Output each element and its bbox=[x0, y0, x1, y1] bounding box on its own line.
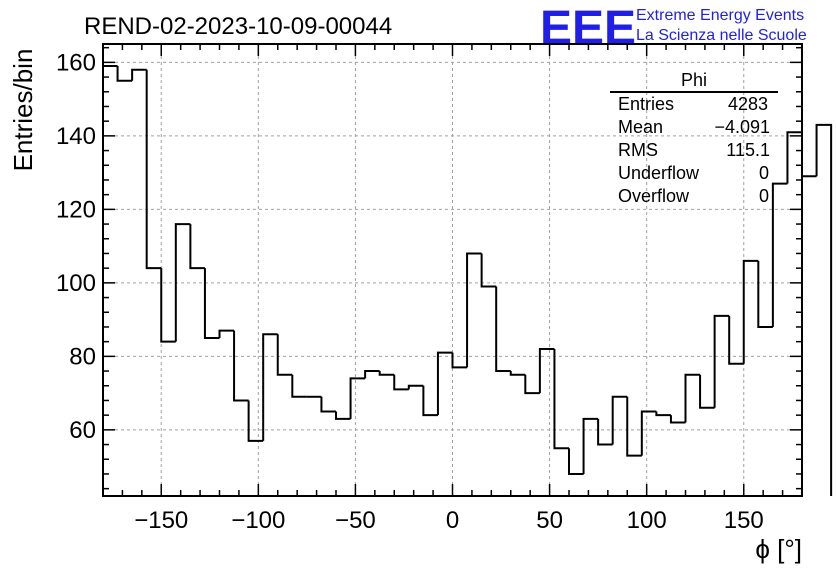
x-tick-label: −100 bbox=[231, 507, 285, 534]
histogram-bin bbox=[728, 315, 744, 365]
histogram-bin bbox=[757, 260, 773, 328]
histogram-bin bbox=[669, 415, 686, 424]
histogram-bin bbox=[262, 333, 278, 441]
histogram-bin bbox=[291, 374, 307, 398]
tick-labels: −150 −100 −50 0 50 100 150 60 80 100 120 140 160 bbox=[56, 49, 764, 534]
histogram-bin bbox=[742, 259, 759, 364]
histogram-bin bbox=[203, 268, 220, 339]
histogram-bin bbox=[466, 252, 482, 368]
histogram-bin bbox=[436, 351, 453, 416]
histogram-bin bbox=[335, 411, 351, 420]
histogram-bin bbox=[407, 384, 424, 390]
histogram-bin bbox=[451, 352, 468, 369]
histogram-bin bbox=[247, 400, 264, 442]
x-tick-label: 150 bbox=[724, 507, 764, 534]
histogram-bin bbox=[233, 330, 249, 402]
histogram-bin bbox=[102, 65, 118, 496]
histogram bbox=[102, 65, 833, 496]
stats-value-rms: 115.1 bbox=[726, 140, 770, 160]
histogram-bin bbox=[116, 66, 133, 82]
histogram-bin bbox=[801, 132, 817, 178]
histogram-bin bbox=[276, 334, 293, 376]
histogram-bin bbox=[393, 374, 409, 391]
y-axis-label: Entries/bin bbox=[8, 49, 38, 172]
chart-title: REND-02-2023-10-09-00044 bbox=[84, 13, 392, 40]
y-tick-label: 120 bbox=[56, 196, 96, 223]
x-axis-label: ϕ [°] bbox=[755, 534, 802, 564]
histogram-bin bbox=[771, 182, 788, 327]
y-tick-label: 60 bbox=[69, 417, 96, 444]
histogram-bin bbox=[480, 253, 497, 288]
histogram-bin bbox=[713, 314, 730, 408]
stats-value-underflow: 0 bbox=[759, 163, 769, 183]
stats-value-mean: −4.091 bbox=[714, 117, 770, 137]
x-tick-label: 0 bbox=[446, 507, 459, 534]
grid bbox=[103, 44, 802, 496]
stats-title: Phi bbox=[681, 70, 707, 90]
stats-value-overflow: 0 bbox=[759, 186, 769, 206]
histogram-bin bbox=[597, 418, 613, 446]
logo-line1: Extreme Energy Events bbox=[636, 7, 804, 24]
histogram-bin bbox=[786, 131, 802, 184]
histogram-bin bbox=[611, 395, 628, 445]
histogram-bin bbox=[349, 377, 366, 419]
histogram-bin bbox=[422, 385, 438, 417]
histogram-bin bbox=[815, 123, 833, 496]
y-tick-label: 140 bbox=[56, 123, 96, 150]
histogram-bin bbox=[553, 349, 569, 450]
histogram-bin bbox=[218, 329, 235, 338]
stats-label-overflow: Overflow bbox=[618, 186, 690, 206]
histogram-bin bbox=[524, 374, 540, 395]
x-tick-label: −50 bbox=[335, 507, 376, 534]
histogram-bin bbox=[582, 417, 599, 474]
histogram-bin bbox=[320, 396, 336, 413]
y-tick-label: 80 bbox=[69, 343, 96, 370]
histogram-bin bbox=[131, 68, 147, 81]
histogram-bin bbox=[538, 348, 555, 394]
y-tick-label: 160 bbox=[56, 49, 96, 76]
stats-label-underflow: Underflow bbox=[618, 163, 700, 183]
stats-label-rms: RMS bbox=[618, 140, 658, 160]
histogram-bin bbox=[568, 448, 584, 475]
histogram-bin bbox=[684, 373, 701, 423]
axes bbox=[102, 43, 803, 497]
logo-line2: La Scienza nelle Scuole bbox=[636, 27, 807, 44]
histogram-bin bbox=[699, 374, 715, 409]
histogram-bin bbox=[189, 224, 205, 270]
histogram-bin bbox=[145, 69, 162, 270]
histogram-bin bbox=[509, 371, 526, 376]
x-tick-label: 50 bbox=[536, 507, 563, 534]
histogram-bin bbox=[640, 410, 657, 456]
histogram-bin bbox=[655, 411, 671, 417]
histogram-bin bbox=[174, 223, 191, 342]
histogram-bin bbox=[626, 396, 642, 457]
histogram-bin bbox=[160, 268, 176, 343]
x-tick-label: 100 bbox=[627, 507, 667, 534]
histogram-bin bbox=[364, 370, 380, 379]
eee-logo: EEE Extreme Energy Events La Scienza nel… bbox=[540, 2, 807, 55]
stats-label-mean: Mean bbox=[618, 117, 663, 137]
stats-label-entries: Entries bbox=[618, 94, 674, 114]
y-tick-label: 100 bbox=[56, 270, 96, 297]
stats-value-entries: 4283 bbox=[728, 94, 768, 114]
histogram-bin bbox=[495, 286, 511, 373]
histogram-bin bbox=[378, 371, 395, 376]
stats-box: Phi Entries 4283 Mean −4.091 RMS 115.1 U… bbox=[610, 70, 778, 206]
x-tick-label: −150 bbox=[134, 507, 188, 534]
